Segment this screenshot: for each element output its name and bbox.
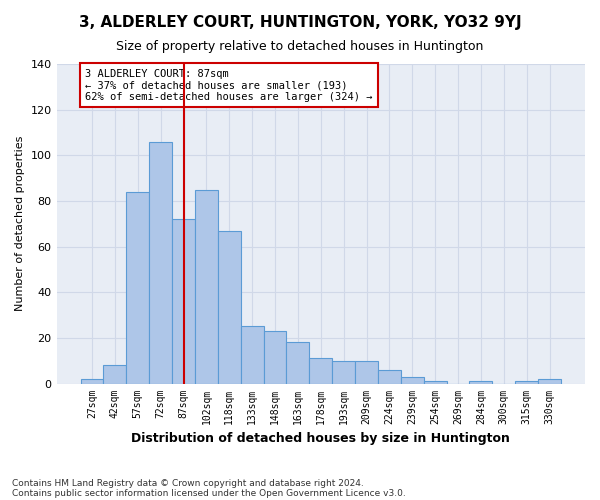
- Bar: [424, 382, 446, 384]
- X-axis label: Distribution of detached houses by size in Huntington: Distribution of detached houses by size …: [131, 432, 510, 445]
- Bar: [332, 360, 355, 384]
- Bar: [515, 382, 538, 384]
- Bar: [172, 219, 195, 384]
- Bar: [469, 382, 493, 384]
- Bar: [401, 376, 424, 384]
- Text: Size of property relative to detached houses in Huntington: Size of property relative to detached ho…: [116, 40, 484, 53]
- Bar: [241, 326, 263, 384]
- Bar: [127, 192, 149, 384]
- Bar: [218, 230, 241, 384]
- Text: 3 ALDERLEY COURT: 87sqm
← 37% of detached houses are smaller (193)
62% of semi-d: 3 ALDERLEY COURT: 87sqm ← 37% of detache…: [85, 68, 373, 102]
- Bar: [80, 379, 103, 384]
- Bar: [149, 142, 172, 384]
- Text: 3, ALDERLEY COURT, HUNTINGTON, YORK, YO32 9YJ: 3, ALDERLEY COURT, HUNTINGTON, YORK, YO3…: [79, 15, 521, 30]
- Bar: [355, 360, 378, 384]
- Bar: [310, 358, 332, 384]
- Bar: [538, 379, 561, 384]
- Bar: [103, 366, 127, 384]
- Bar: [195, 190, 218, 384]
- Text: Contains public sector information licensed under the Open Government Licence v3: Contains public sector information licen…: [12, 488, 406, 498]
- Text: Contains HM Land Registry data © Crown copyright and database right 2024.: Contains HM Land Registry data © Crown c…: [12, 478, 364, 488]
- Bar: [378, 370, 401, 384]
- Bar: [263, 331, 286, 384]
- Bar: [286, 342, 310, 384]
- Y-axis label: Number of detached properties: Number of detached properties: [15, 136, 25, 312]
